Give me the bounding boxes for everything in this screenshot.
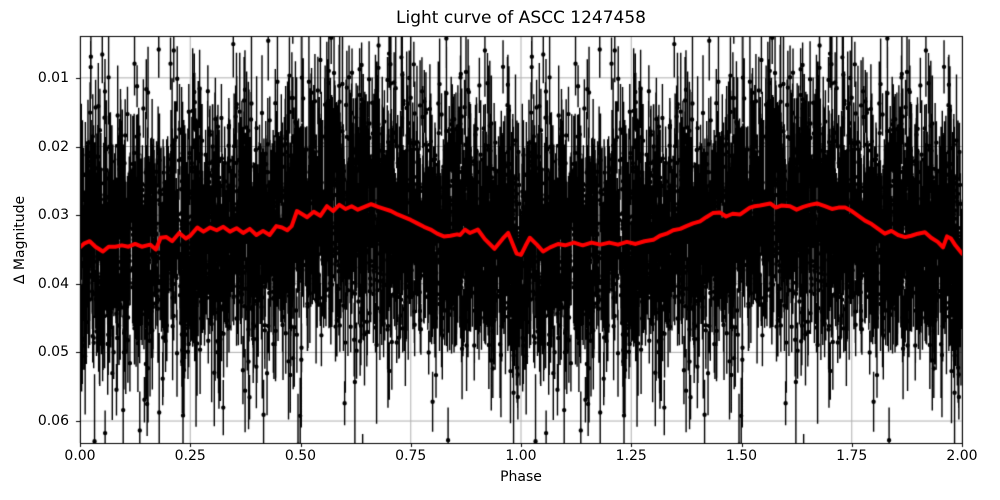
x-tick-label: 1.50 bbox=[725, 448, 758, 464]
y-tick-label: 0.05 bbox=[37, 344, 69, 361]
chart-title: Light curve of ASCC 1247458 bbox=[396, 8, 646, 28]
x-tick-label: 0.00 bbox=[64, 448, 96, 464]
x-tick-label: 0.25 bbox=[174, 448, 206, 464]
y-tick-label: 0.06 bbox=[37, 413, 69, 430]
y-tick-label: 0.02 bbox=[37, 138, 69, 155]
x-tick-label: 0.75 bbox=[395, 448, 427, 464]
y-tick-label: 0.01 bbox=[37, 69, 69, 86]
x-axis-label: Phase bbox=[500, 469, 542, 485]
x-tick-label: 1.00 bbox=[505, 448, 537, 464]
x-tick-label: 0.50 bbox=[284, 448, 317, 464]
y-tick-label: 0.03 bbox=[37, 207, 69, 224]
x-tick-label: 2.00 bbox=[946, 448, 978, 464]
x-tick-label: 1.75 bbox=[836, 448, 868, 464]
x-tick-label: 1.25 bbox=[615, 448, 647, 464]
y-tick-label: 0.04 bbox=[37, 275, 69, 292]
